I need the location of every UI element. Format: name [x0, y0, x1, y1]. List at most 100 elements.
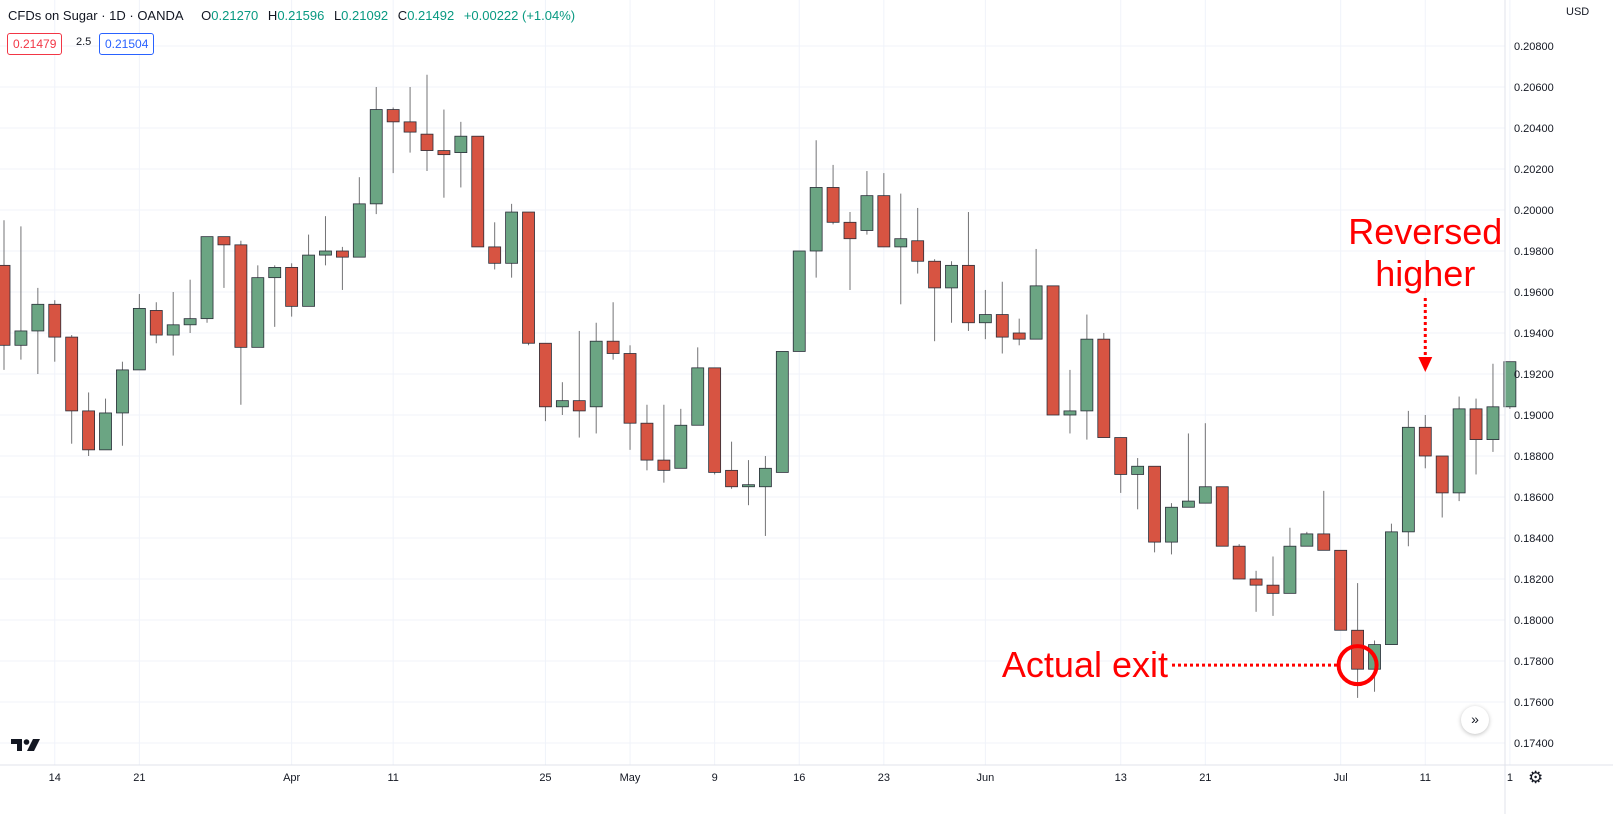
candle [1452, 396, 1466, 502]
sell-price-button[interactable]: 0.21479 [7, 33, 63, 55]
candle [234, 240, 248, 405]
price-tick-label: 0.20000 [1514, 205, 1554, 217]
candlestick-series [0, 74, 1517, 698]
tradingview-logo-icon[interactable] [11, 738, 41, 752]
legend-header: CFDs on Sugar · 1D · OANDA O0.21270 H0.2… [8, 8, 575, 23]
price-tick-label: 0.18400 [1514, 533, 1554, 545]
candle [14, 226, 28, 360]
candle-body [911, 240, 925, 262]
symbol-title[interactable]: CFDs on Sugar · 1D · OANDA [8, 8, 184, 23]
candle-body [251, 277, 265, 348]
candle-body [589, 340, 603, 408]
candle-body [640, 422, 654, 461]
scroll-to-realtime-button[interactable]: » [1461, 706, 1489, 734]
candle-body [1080, 338, 1094, 412]
time-tick-label: 25 [539, 772, 551, 784]
candle [623, 345, 637, 450]
double-chevron-right-icon: » [1471, 711, 1479, 727]
candle [1435, 455, 1449, 518]
candle-body [0, 264, 11, 346]
candle-body [657, 459, 671, 471]
candle [200, 236, 214, 323]
candle [217, 236, 231, 288]
price-tick-label: 0.18800 [1514, 451, 1554, 463]
candle-body [877, 195, 891, 248]
candle-body [674, 424, 688, 469]
candle-body [945, 264, 958, 289]
candle [1215, 486, 1229, 547]
candle [471, 135, 485, 248]
candle [132, 294, 146, 371]
candle-body [1114, 437, 1128, 475]
candle [1486, 363, 1500, 452]
candle [1232, 544, 1246, 580]
price-axis[interactable]: 0.20800 0.20600 0.20400 0.20200 0.20000 0.198… [1514, 41, 1554, 750]
candle [1131, 458, 1145, 510]
candle [674, 408, 688, 469]
candle-body [792, 250, 806, 352]
chart-grid [0, 0, 1511, 765]
currency-selector[interactable]: USD [1566, 6, 1590, 18]
candle-body [420, 133, 434, 151]
candle-body [1046, 285, 1060, 416]
candle-body [1249, 578, 1263, 586]
candle-body [725, 469, 738, 488]
candle [369, 87, 383, 215]
price-tick-label: 0.19400 [1514, 328, 1554, 340]
candle-body [319, 250, 332, 256]
candle-body [437, 150, 451, 156]
close-value: 0.21492 [407, 8, 455, 23]
candle [99, 398, 112, 451]
candle-body [234, 244, 248, 348]
candle [1401, 410, 1415, 547]
price-tick-label: 0.19800 [1514, 246, 1554, 258]
candle [1469, 398, 1483, 475]
settings-button[interactable]: ⚙ [1528, 768, 1543, 788]
candle [1283, 527, 1297, 594]
candle-body [1148, 465, 1161, 543]
candle [928, 259, 941, 342]
candle [1029, 248, 1043, 340]
spread-value: 2.5 [76, 36, 92, 48]
candle-body [268, 266, 282, 279]
candle-body [742, 484, 755, 488]
price-tick-label: 0.20600 [1514, 82, 1554, 94]
time-tick-label: 13 [1115, 772, 1127, 784]
candle-body [335, 250, 349, 258]
candle [1148, 465, 1161, 553]
candle [809, 140, 823, 278]
candle-body [1232, 545, 1246, 580]
time-tick-label: May [620, 772, 641, 784]
price-tick-label: 0.20400 [1514, 123, 1554, 135]
candle [691, 347, 705, 426]
candle-body [1418, 426, 1432, 457]
candle-body [302, 254, 315, 307]
time-tick-label: 11 [387, 772, 398, 784]
candle [708, 367, 722, 475]
candle [539, 342, 552, 422]
buy-price-button[interactable]: 0.21504 [99, 33, 155, 55]
candle [1368, 640, 1381, 692]
candle [792, 250, 806, 352]
price-tick-label: 0.19000 [1514, 410, 1554, 422]
candle-body [522, 211, 535, 344]
candle-body [1063, 410, 1077, 416]
candle [640, 404, 654, 471]
candle-body [708, 367, 722, 473]
candle-body [572, 400, 586, 412]
candle-body [14, 330, 28, 346]
candle-body [200, 236, 214, 320]
candle-body [471, 135, 485, 248]
candle [657, 404, 671, 483]
candle-body [1317, 533, 1331, 551]
candle-body [132, 307, 146, 371]
time-axis[interactable]: 14 21 Apr 11 25 May 9 16 23 Jun 13 21 Jul 11 1 [49, 772, 1513, 784]
change-value: +0.00222 (+1.04%) [463, 8, 576, 23]
candle [995, 281, 1009, 354]
price-tick-label: 0.18000 [1514, 615, 1554, 627]
candle-body [1435, 455, 1449, 494]
time-tick-label: 16 [793, 772, 805, 784]
candle-body [82, 410, 95, 451]
